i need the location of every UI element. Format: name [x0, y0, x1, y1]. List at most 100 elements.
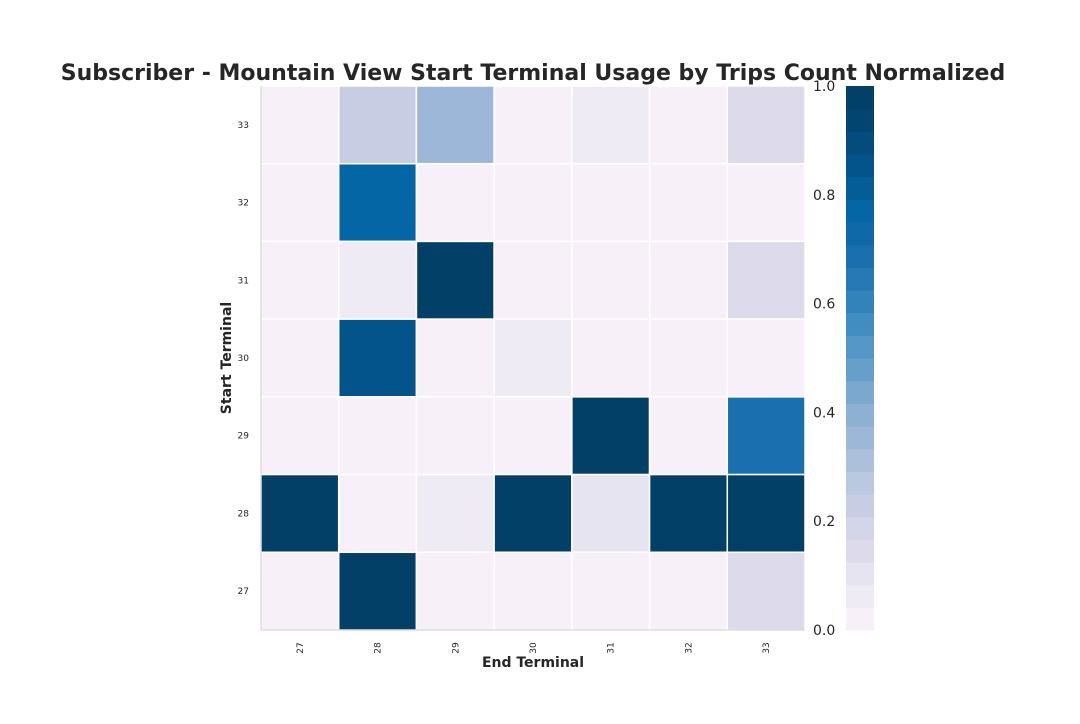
heatmap-cells: [260, 85, 806, 631]
x-tick-label: 33: [762, 642, 772, 653]
heatmap-cell-32-32: [648, 162, 729, 243]
heatmap-cell-29-32: [648, 396, 729, 476]
y-tick-label: 30: [238, 354, 250, 364]
heatmap-cell-31-33: [726, 240, 806, 320]
heatmap-cell-29-29: [415, 396, 495, 476]
heatmap-cell-27-32: [648, 551, 729, 631]
heatmap-cell-29-27: [260, 396, 340, 476]
y-tick-label: 29: [238, 432, 250, 442]
heatmap-cell-30-27: [260, 318, 340, 398]
heatmap-cell-27-27: [260, 551, 340, 631]
heatmap-cell-27-31: [571, 551, 651, 631]
heatmap-cell-32-27: [260, 162, 340, 243]
heatmap-cell-30-29: [415, 318, 495, 398]
x-tick-label: 27: [296, 642, 306, 653]
heatmap-cell-28-30: [493, 473, 573, 554]
heatmap-cell-29-31: [571, 396, 651, 476]
colorbar-tick-label: 0.8: [813, 188, 835, 204]
colorbar-tick-label: 0.2: [813, 514, 835, 530]
x-tick-label: 28: [374, 642, 384, 654]
heatmap-cell-29-33: [726, 396, 806, 476]
colorbar: [846, 86, 874, 631]
heatmap-cell-31-29: [415, 240, 495, 320]
colorbar-segment: [846, 403, 874, 427]
colorbar-segment: [846, 516, 874, 540]
colorbar-segment: [846, 539, 874, 563]
colorbar-segment: [846, 471, 874, 495]
y-axis-label: Start Terminal: [219, 302, 235, 414]
colorbar-segment: [846, 176, 874, 200]
colorbar-tick-label: 0.0: [813, 623, 835, 639]
heatmap-cell-28-28: [337, 473, 418, 554]
heatmap-cell-29-30: [493, 396, 573, 476]
heatmap-cell-33-30: [493, 85, 573, 165]
colorbar-tick-label: 0.4: [813, 405, 835, 421]
heatmap-cell-28-29: [415, 473, 495, 554]
heatmap-cell-33-31: [571, 85, 651, 165]
y-tick-label: 31: [238, 276, 249, 286]
x-tick-label: 32: [684, 642, 694, 653]
heatmap-cell-33-29: [415, 85, 495, 165]
heatmap-cell-32-28: [337, 162, 418, 243]
colorbar-segment: [846, 494, 874, 518]
colorbar-segment: [846, 312, 874, 336]
colorbar-segment: [846, 222, 874, 246]
heatmap-cell-30-28: [337, 318, 418, 398]
x-axis-label: End Terminal: [482, 655, 584, 671]
heatmap-cell-30-33: [726, 318, 806, 398]
x-tick-label: 30: [529, 642, 539, 654]
y-tick-label: 32: [238, 199, 249, 209]
colorbar-tick-label: 1.0: [813, 79, 835, 95]
heatmap-cell-33-28: [337, 85, 418, 165]
heatmap-cell-28-33: [726, 473, 806, 554]
heatmap-cell-27-30: [493, 551, 573, 631]
colorbar-segment: [846, 108, 874, 132]
heatmap-cell-27-33: [726, 551, 806, 631]
heatmap-cell-31-27: [260, 240, 340, 320]
heatmap-cell-32-33: [726, 162, 806, 243]
colorbar-segment: [846, 584, 874, 608]
colorbar-segment: [846, 267, 874, 291]
colorbar-segment: [846, 335, 874, 359]
heatmap-cell-28-31: [571, 473, 651, 554]
heatmap-cell-28-32: [648, 473, 729, 554]
heatmap-cell-32-30: [493, 162, 573, 243]
y-tick-label: 28: [238, 509, 250, 519]
colorbar-segment: [846, 154, 874, 178]
heatmap-cell-29-28: [337, 396, 418, 476]
heatmap-cell-30-30: [493, 318, 573, 398]
colorbar-segment: [846, 131, 874, 155]
colorbar-segment: [846, 448, 874, 472]
heatmap-cell-30-31: [571, 318, 651, 398]
heatmap-cell-33-32: [648, 85, 729, 165]
colorbar-segment: [846, 290, 874, 314]
colorbar-segment: [846, 358, 874, 382]
colorbar-tick-label: 0.6: [813, 297, 835, 313]
heatmap-cell-27-28: [337, 551, 418, 631]
heatmap-cell-32-29: [415, 162, 495, 243]
heatmap-cell-32-31: [571, 162, 651, 243]
heatmap-cell-31-31: [571, 240, 651, 320]
colorbar-segment: [846, 86, 874, 110]
heatmap-cell-31-28: [337, 240, 418, 320]
y-tick-label: 27: [238, 587, 249, 597]
colorbar-segment: [846, 426, 874, 450]
colorbar-segment: [846, 607, 874, 631]
heatmap-cell-30-32: [648, 318, 729, 398]
chart-title: Subscriber - Mountain View Start Termina…: [61, 61, 1005, 86]
y-tick-label: 33: [238, 121, 249, 131]
x-axis-ticks: 27 28 29 30 31 32 33: [296, 642, 772, 654]
colorbar-segment: [846, 199, 874, 223]
y-axis-ticks: 33 32 31 30 29 28 27: [238, 121, 250, 597]
colorbar-ticks: 0.0 0.2 0.4 0.6 0.8 1.0: [813, 79, 835, 639]
colorbar-segment: [846, 244, 874, 268]
heatmap-cell-31-32: [648, 240, 729, 320]
x-tick-label: 31: [607, 642, 617, 653]
heatmap-cell-33-27: [260, 85, 340, 165]
heatmap-cell-31-30: [493, 240, 573, 320]
colorbar-segment: [846, 562, 874, 586]
x-tick-label: 29: [451, 642, 461, 654]
heatmap-cell-28-27: [260, 473, 340, 554]
